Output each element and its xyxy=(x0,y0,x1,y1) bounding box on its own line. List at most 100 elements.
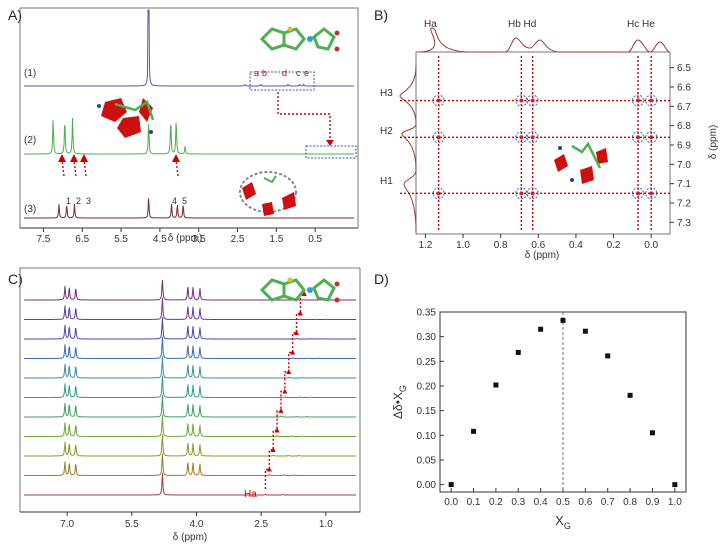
spectrum-trace-3 xyxy=(24,198,354,219)
panel-a-tick-label: 0.5 xyxy=(308,234,322,245)
panel-b-frame xyxy=(415,51,671,235)
cross-peak xyxy=(645,131,658,144)
panel-b-ytick-label: 7.1 xyxy=(677,179,691,190)
spectrum-3-label: (3) xyxy=(24,204,36,215)
cross-peak xyxy=(526,131,539,144)
panel-b-xtick-label: 0.0 xyxy=(644,240,658,251)
panel-d-ytick-label: 0.05 xyxy=(417,455,437,466)
cross-peak xyxy=(515,94,528,107)
cross-peak xyxy=(515,131,528,144)
peak-label-1: 1 xyxy=(66,196,71,206)
titration-trace-5 xyxy=(24,356,356,379)
panel-d-xtick-label: 0.9 xyxy=(646,497,660,508)
ha-shift-staircase xyxy=(264,293,305,489)
panel-a-tick-label: 6.5 xyxy=(75,234,89,245)
staircase-arrow xyxy=(274,427,280,433)
spectrum-trace-2 xyxy=(24,117,354,155)
panel-c-tick-label: 7.0 xyxy=(60,519,74,530)
annotation-b: b xyxy=(262,68,267,78)
cross-peak-dot xyxy=(649,135,654,140)
cross-peak-dot xyxy=(519,98,524,103)
spectrum-1-label: (1) xyxy=(24,68,36,79)
panel-c-xlabel: δ (ppm) xyxy=(173,532,207,543)
panel-d-xtick-label: 1.0 xyxy=(668,497,682,508)
panel-b-xtick-label: 0.4 xyxy=(569,240,583,251)
panel-a-tick-label: 1.5 xyxy=(269,234,283,245)
panel-b-ylabel: δ (ppm) xyxy=(708,125,719,159)
panel-b-xtick-label: 0.2 xyxy=(607,240,621,251)
left-label-h2: H2 xyxy=(380,126,393,137)
panel-d-xtick-label: 0.8 xyxy=(623,497,637,508)
panel-a: A) (1) (2) (3) 7.5 6.5 5.5 4.5 3.5 2.5 1.5 0.5 … xyxy=(8,7,359,245)
cross-peak xyxy=(432,187,445,200)
cross-peak xyxy=(526,187,539,200)
panel-d: D) 0.0 0.1 0.2 0.3 0.4 0.5 0.6 0.7 0.8 0.9 1.0 0.00… xyxy=(374,271,687,531)
cross-peak-dot xyxy=(530,98,535,103)
molecule-structure-icon xyxy=(259,26,340,52)
titration-trace-8 xyxy=(24,414,356,437)
panel-d-ytick-label: 0.35 xyxy=(417,308,437,319)
cross-peak-dot xyxy=(519,135,524,140)
panel-d-ytick-label: 0.20 xyxy=(417,381,437,392)
data-point xyxy=(471,428,477,434)
titration-trace-6 xyxy=(24,375,356,398)
data-point xyxy=(448,482,454,488)
top-label-ha: Ha xyxy=(424,19,437,30)
proton-label-box xyxy=(249,71,315,91)
titration-trace-1 xyxy=(24,279,356,301)
cross-peak-dot xyxy=(436,98,441,103)
panel-c-label: C) xyxy=(8,271,23,287)
staircase-arrow xyxy=(266,466,272,472)
panel-d-ytick-label: 0.00 xyxy=(417,480,437,491)
data-point xyxy=(538,326,544,332)
host-guest-complex-icon xyxy=(97,98,155,138)
panel-d-label: D) xyxy=(374,271,389,287)
panel-b-ytick-label: 6.6 xyxy=(677,83,691,94)
left-label-h3: H3 xyxy=(380,88,393,99)
peak-shift-arrows xyxy=(58,154,180,177)
cross-peak-dot xyxy=(649,191,654,196)
titration-trace-2 xyxy=(24,297,356,320)
data-point xyxy=(605,353,611,359)
panel-c-tick-label: 5.5 xyxy=(125,519,139,530)
data-point xyxy=(560,317,566,323)
cross-peak xyxy=(432,131,445,144)
staircase-arrow xyxy=(297,310,303,316)
panel-a-tick-label: 3.5 xyxy=(192,234,206,245)
cross-peak xyxy=(632,131,645,144)
b-top-projection xyxy=(417,27,671,53)
cross-peak-dot xyxy=(649,98,654,103)
panel-a-tick-label: 7.5 xyxy=(36,234,50,245)
panel-b-ytick-label: 6.9 xyxy=(677,141,691,152)
panel-a-tick-label: 4.5 xyxy=(153,234,167,245)
titration-trace-3 xyxy=(24,317,356,340)
panel-c-tick-label: 2.5 xyxy=(254,519,268,530)
panel-b-ytick-label: 6.8 xyxy=(677,121,691,132)
panel-d-ylabel: Δδ•XG xyxy=(391,385,408,419)
panel-d-xtick-label: 0.1 xyxy=(467,497,481,508)
shifted-peaks-box xyxy=(305,145,357,159)
panel-b-ytick-label: 6.7 xyxy=(677,102,691,113)
panel-d-ytick-label: 0.10 xyxy=(417,431,437,442)
cross-peak-dot xyxy=(530,135,535,140)
b-left-projection xyxy=(399,65,417,233)
annotation-c: c xyxy=(296,68,301,78)
titration-trace-11 xyxy=(24,473,356,496)
data-point xyxy=(515,349,521,355)
top-label-hb-hd: Hb Hd xyxy=(508,19,536,30)
cross-peak xyxy=(432,94,445,107)
data-point xyxy=(649,430,655,436)
panel-b-xtick-label: 1.2 xyxy=(418,240,432,251)
panel-a-frame xyxy=(19,7,359,229)
ha-annotation: Ha xyxy=(244,489,257,500)
cross-peak xyxy=(645,94,658,107)
panel-b-xtick-label: 0.8 xyxy=(494,240,508,251)
panel-b-ytick-label: 7.2 xyxy=(677,199,691,210)
left-label-h1: H1 xyxy=(380,176,393,187)
cross-peak-dot xyxy=(530,191,535,196)
panel-a-xlabel: δ (ppm) xyxy=(168,233,202,244)
panel-b: B) Ha Hb Hd Hc He H3 H2 H1 1.2 1.0 0.8 0.6 0… xyxy=(374,7,719,261)
guest-molecule-icon xyxy=(259,277,340,303)
cross-peak-dot xyxy=(636,191,641,196)
data-point xyxy=(493,382,499,388)
